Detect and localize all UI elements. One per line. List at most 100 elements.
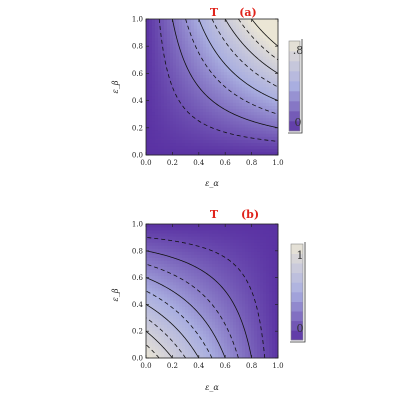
heatmap-cell	[206, 269, 210, 274]
heatmap-cell	[215, 25, 219, 29]
heatmap-cell	[164, 87, 168, 91]
heatmap-cell	[263, 124, 267, 128]
heatmap-cell	[275, 96, 279, 100]
heatmap-cell	[224, 315, 228, 319]
heatmap-cell	[194, 254, 198, 258]
heatmap-cell	[146, 306, 150, 310]
heatmap-cell	[248, 114, 252, 119]
heatmap-cell	[179, 136, 183, 140]
heatmap-cell	[161, 348, 165, 353]
heatmap-cell	[251, 111, 255, 116]
heatmap-cell	[272, 114, 276, 119]
heatmap-cell	[161, 99, 165, 103]
heatmap-cell	[218, 233, 222, 237]
heatmap-cell	[221, 324, 225, 328]
heatmap-cell	[227, 300, 231, 304]
heatmap-cell	[155, 65, 159, 69]
heatmap-cell	[215, 111, 219, 116]
heatmap-cell	[251, 269, 255, 274]
heatmap-cell	[248, 351, 252, 356]
heatmap-cell	[206, 230, 210, 234]
heatmap-cell	[152, 111, 156, 116]
heatmap-cell	[164, 121, 168, 125]
heatmap-cell	[227, 19, 231, 23]
heatmap-cell	[191, 28, 195, 32]
heatmap-cell	[275, 248, 279, 252]
heatmap-cell	[221, 19, 225, 23]
heatmap-cell	[203, 121, 207, 125]
heatmap-cell	[170, 46, 174, 51]
heatmap-cell	[191, 127, 195, 131]
heatmap-cell	[164, 260, 168, 264]
heatmap-cell	[266, 315, 270, 319]
heatmap-cell	[218, 330, 222, 335]
heatmap-cell	[170, 227, 174, 231]
heatmap-cell	[197, 28, 201, 32]
heatmap-cell	[212, 230, 216, 234]
heatmap-cell	[155, 224, 159, 228]
heatmap-cell	[245, 291, 249, 295]
heatmap-cell	[233, 74, 237, 79]
heatmap-cell	[275, 102, 279, 106]
heatmap-cell	[182, 327, 186, 331]
heatmap-cell	[191, 321, 195, 325]
heatmap-cell	[218, 139, 222, 144]
heatmap-cell	[242, 19, 246, 23]
heatmap-cell	[206, 96, 210, 100]
heatmap-cell	[173, 239, 177, 243]
heatmap-cell	[275, 315, 279, 319]
contour-line	[145, 344, 160, 359]
heatmap-cell	[176, 121, 180, 125]
heatmap-cell	[218, 68, 222, 72]
heatmap-cell	[179, 93, 183, 97]
heatmap-cell	[275, 336, 279, 341]
heatmap-cell	[245, 309, 249, 313]
heatmap-cell	[275, 83, 279, 88]
heatmap-cell	[230, 303, 234, 307]
heatmap-cell	[203, 145, 207, 150]
heatmap-cell	[227, 254, 231, 258]
heatmap-cell	[185, 224, 189, 228]
heatmap-cell	[254, 74, 258, 79]
heatmap-cell	[152, 127, 156, 131]
heatmap-cell	[251, 43, 255, 48]
heatmap-cell	[194, 90, 198, 94]
heatmap-cell	[197, 303, 201, 307]
heatmap-cell	[248, 330, 252, 335]
heatmap-cell	[215, 19, 219, 23]
heatmap-cell	[248, 354, 252, 359]
heatmap-cell	[146, 260, 150, 264]
heatmap-cell	[152, 354, 156, 359]
heatmap-cell	[242, 121, 246, 125]
heatmap-cell	[269, 31, 273, 35]
heatmap-cell	[215, 324, 219, 328]
heatmap-cell	[146, 263, 150, 268]
heatmap-cell	[209, 25, 213, 29]
heatmap-cell	[206, 59, 210, 63]
heatmap-cell	[176, 46, 180, 51]
heatmap-cell	[272, 330, 276, 335]
heatmap-cell	[146, 345, 150, 350]
heatmap-cell	[272, 272, 276, 277]
heatmap-cell	[218, 345, 222, 350]
heatmap-cell	[233, 43, 237, 48]
colorbar-frame	[290, 243, 304, 341]
heatmap-cell	[170, 124, 174, 128]
heatmap-cell	[146, 65, 150, 69]
heatmap-cell	[251, 260, 255, 264]
heatmap-cell	[146, 327, 150, 331]
heatmap-cell	[221, 31, 225, 35]
heatmap-cell	[188, 239, 192, 243]
heatmap-cell	[269, 318, 273, 322]
heatmap-cell	[260, 65, 264, 69]
heatmap-cell	[185, 254, 189, 258]
heatmap-cell	[227, 77, 231, 82]
heatmap-cell	[188, 31, 192, 35]
heatmap-cell	[200, 351, 204, 356]
heatmap-cell	[260, 62, 264, 66]
heatmap-cell	[161, 272, 165, 277]
heatmap-cell	[263, 233, 267, 237]
heatmap-cell	[176, 345, 180, 350]
heatmap-cell	[197, 315, 201, 319]
heatmap-cell	[233, 40, 237, 45]
